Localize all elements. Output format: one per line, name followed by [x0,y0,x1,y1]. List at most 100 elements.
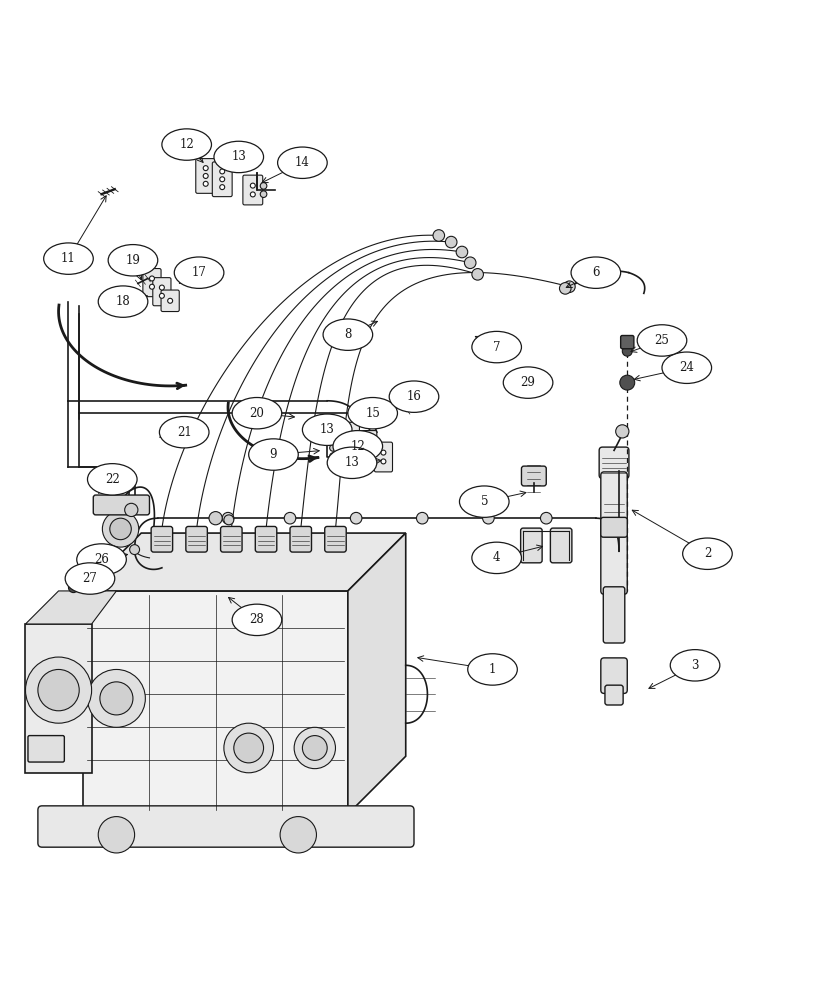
Polygon shape [84,533,405,591]
Ellipse shape [108,245,158,276]
FancyBboxPatch shape [520,528,542,563]
Ellipse shape [232,398,281,429]
Ellipse shape [467,654,517,685]
Text: 12: 12 [350,440,365,453]
Circle shape [329,453,336,459]
Text: 18: 18 [116,295,130,308]
Ellipse shape [65,563,115,594]
Ellipse shape [471,542,521,574]
Circle shape [160,285,165,290]
Circle shape [103,511,139,547]
Ellipse shape [332,431,382,462]
FancyBboxPatch shape [289,526,311,552]
Circle shape [294,727,335,769]
Ellipse shape [389,381,438,412]
Text: 20: 20 [249,407,264,420]
Circle shape [456,246,467,258]
Ellipse shape [681,538,731,569]
Circle shape [38,669,79,711]
Circle shape [222,512,233,524]
FancyBboxPatch shape [521,466,546,486]
Text: 8: 8 [344,328,351,341]
Circle shape [130,545,140,555]
Ellipse shape [571,257,620,288]
Circle shape [98,817,135,853]
FancyBboxPatch shape [220,526,241,552]
Text: 5: 5 [480,495,487,508]
Ellipse shape [98,286,148,317]
Text: 22: 22 [105,473,120,486]
Circle shape [615,425,629,438]
Text: 24: 24 [678,361,693,374]
Ellipse shape [248,439,298,470]
FancyBboxPatch shape [151,526,172,552]
Polygon shape [84,591,347,814]
Circle shape [203,166,208,171]
Text: 19: 19 [126,254,141,267]
Circle shape [219,185,224,190]
Ellipse shape [669,650,719,681]
FancyBboxPatch shape [599,447,629,479]
FancyBboxPatch shape [28,736,65,762]
Text: 11: 11 [61,252,76,265]
Circle shape [347,446,351,451]
Ellipse shape [471,331,521,363]
Ellipse shape [213,141,263,173]
Ellipse shape [637,325,686,356]
Circle shape [482,512,494,524]
Text: 6: 6 [591,266,599,279]
Text: 4: 4 [492,551,500,564]
Circle shape [160,293,165,298]
Text: 7: 7 [492,341,500,354]
Circle shape [260,183,266,189]
Circle shape [380,459,385,464]
Circle shape [223,515,233,525]
Ellipse shape [232,604,281,636]
Circle shape [233,733,263,763]
FancyBboxPatch shape [550,528,571,563]
Text: 29: 29 [520,376,535,389]
Ellipse shape [88,464,137,495]
Text: 13: 13 [344,456,359,469]
Circle shape [208,512,222,525]
Circle shape [284,512,295,524]
Circle shape [347,438,351,443]
Ellipse shape [302,414,351,445]
FancyBboxPatch shape [161,290,179,312]
FancyBboxPatch shape [356,431,376,467]
Circle shape [380,450,385,455]
Text: 16: 16 [406,390,421,403]
FancyBboxPatch shape [255,526,276,552]
FancyBboxPatch shape [605,685,623,705]
FancyBboxPatch shape [324,526,346,552]
Circle shape [347,430,351,435]
Circle shape [250,183,255,188]
Text: 17: 17 [191,266,206,279]
FancyBboxPatch shape [195,159,215,193]
Polygon shape [26,591,117,624]
Ellipse shape [277,147,327,178]
Ellipse shape [77,544,127,575]
Circle shape [219,169,224,174]
Text: 15: 15 [365,407,380,420]
Circle shape [167,298,172,303]
Circle shape [260,191,266,197]
FancyBboxPatch shape [143,269,161,297]
Text: 21: 21 [177,426,191,439]
Circle shape [445,236,457,248]
Circle shape [219,177,224,182]
Text: 9: 9 [270,448,277,461]
Circle shape [464,257,476,269]
FancyBboxPatch shape [600,517,627,537]
Ellipse shape [503,367,552,398]
Circle shape [203,181,208,186]
FancyBboxPatch shape [620,336,633,349]
Text: 1: 1 [488,663,495,676]
Text: 12: 12 [179,138,194,151]
Text: 14: 14 [294,156,309,169]
FancyBboxPatch shape [93,495,150,515]
Circle shape [125,503,138,517]
Text: 25: 25 [654,334,668,347]
Circle shape [364,438,369,443]
FancyBboxPatch shape [600,658,627,693]
